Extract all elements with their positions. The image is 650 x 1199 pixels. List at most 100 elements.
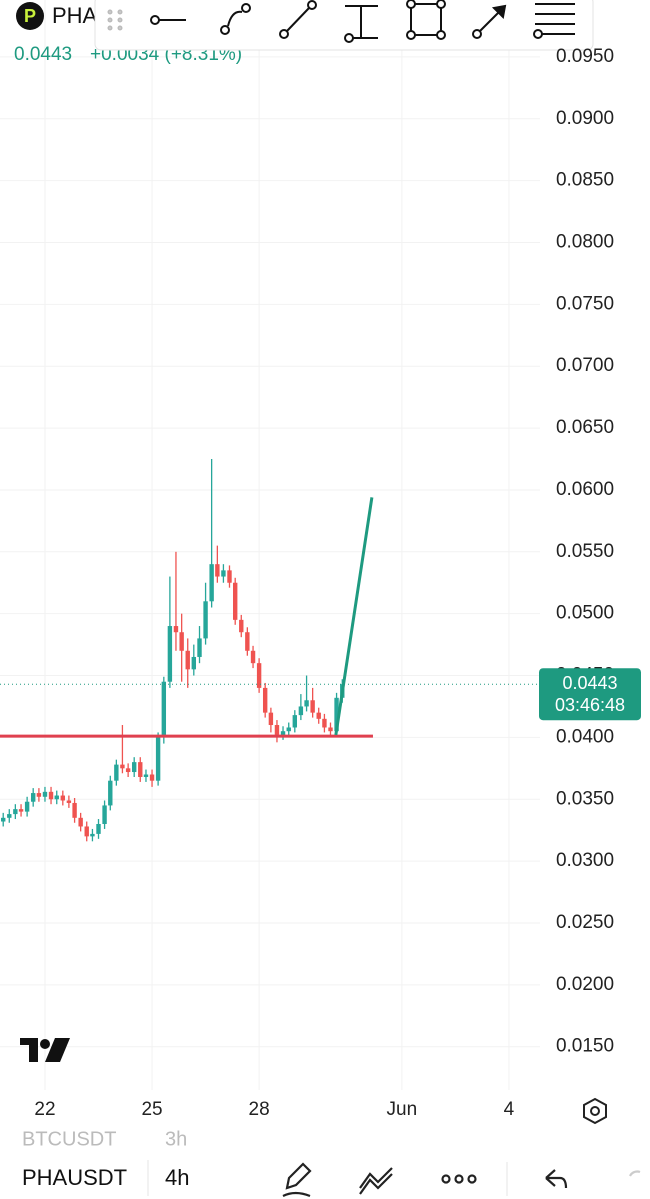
candle-body [280, 731, 286, 735]
candle-body [268, 712, 274, 726]
y-tick-label: 0.0200 [556, 974, 614, 995]
candle-body [334, 697, 339, 732]
candle-body [173, 626, 179, 633]
candle-body [227, 570, 232, 583]
trend-line [334, 497, 374, 736]
candle-body [221, 570, 226, 577]
candle-body [274, 725, 280, 735]
candle-body [1, 817, 6, 822]
candle-body [322, 718, 327, 728]
candle-body [84, 826, 89, 837]
indicators-button[interactable] [359, 1167, 393, 1195]
candle-body [108, 780, 113, 806]
y-tick-label: 0.0500 [556, 603, 614, 624]
candle-body [250, 650, 256, 664]
candle-body [197, 638, 202, 657]
symbol-button[interactable]: PHAUSDT [22, 1165, 127, 1190]
candle-body [304, 700, 309, 707]
tool-range[interactable] [344, 5, 378, 43]
candle-body [30, 793, 36, 802]
candle-body [179, 632, 184, 651]
countdown: 03:46:48 [555, 695, 625, 715]
prev-interval: 3h [165, 1128, 187, 1150]
tool-rect[interactable] [406, 0, 446, 40]
candle-body [286, 727, 291, 732]
candle-body [298, 706, 304, 716]
candle-body [7, 814, 12, 818]
candle-body [60, 795, 66, 801]
candle-body [239, 619, 244, 633]
candle-body [96, 823, 101, 834]
candle-body [155, 737, 161, 781]
candle-body [36, 793, 42, 797]
candle-body [167, 626, 173, 682]
y-tick-label: 0.0700 [556, 355, 614, 376]
price: 0.0443 [14, 44, 72, 65]
tv-logo [20, 1038, 70, 1062]
y-tick-label: 0.0400 [556, 726, 614, 747]
logo [16, 2, 44, 30]
undo-button[interactable] [545, 1169, 568, 1189]
y-tick-label: 0.0950 [556, 46, 614, 67]
x-tick-label: 25 [141, 1099, 162, 1120]
axis-settings[interactable] [583, 1097, 607, 1125]
draw-button[interactable] [282, 1162, 312, 1198]
candle-body [143, 774, 149, 777]
candle-body [203, 601, 208, 639]
candle-body [120, 764, 125, 769]
candle-body [78, 817, 83, 827]
candle-body [24, 801, 30, 812]
interval-button[interactable]: 4h [165, 1165, 189, 1190]
candle-body [131, 762, 137, 773]
tool-path[interactable] [220, 3, 251, 35]
candle-body [191, 656, 197, 670]
x-tick-label: 4 [504, 1099, 515, 1120]
candle-body [233, 582, 238, 620]
candle-body [54, 795, 59, 800]
more-button[interactable] [441, 1174, 477, 1184]
redo-button[interactable] [629, 1170, 641, 1177]
candle-body [66, 800, 72, 803]
candle-body [310, 700, 315, 713]
candle-body [245, 632, 250, 651]
candle-body [72, 802, 77, 818]
last-price-label: 0.0443 [562, 673, 617, 693]
y-tick-label: 0.0600 [556, 479, 614, 500]
candle-body [316, 712, 321, 719]
logo-letter: P [24, 6, 36, 26]
candle-body [292, 715, 298, 728]
y-tick-label: 0.0750 [556, 293, 614, 314]
candle-body [18, 809, 24, 812]
tool-fib[interactable] [533, 3, 575, 39]
candle-body [185, 650, 190, 670]
y-tick-label: 0.0900 [556, 108, 614, 129]
plot [0, 459, 540, 842]
candle-body [161, 681, 167, 738]
candle-body [328, 727, 333, 732]
candle-body [256, 663, 262, 688]
last-price-box [539, 668, 641, 721]
y-tick-label: 0.0550 [556, 541, 614, 562]
prev-symbol: BTCUSDT [22, 1128, 116, 1150]
candle-body [138, 762, 143, 777]
candle-body [262, 687, 268, 713]
y-tick-label: 0.0350 [556, 788, 614, 809]
x-tick-label: 28 [249, 1099, 270, 1120]
candle-body [13, 809, 18, 815]
tool-line[interactable] [150, 15, 186, 25]
y-tick-label: 0.0150 [556, 1036, 614, 1057]
candle-body [48, 791, 54, 800]
y-tick-label: 0.0800 [556, 232, 614, 253]
candle-body [149, 774, 155, 781]
toolbar [94, 0, 594, 51]
tool-arrow[interactable] [472, 4, 507, 39]
candle-body [215, 564, 220, 577]
y-tick-label: 0.0250 [556, 912, 614, 933]
x-tick-label: 22 [34, 1099, 55, 1120]
bottom-bar [0, 1150, 650, 1199]
y-tick-label: 0.0300 [556, 850, 614, 871]
tool-trend[interactable] [279, 0, 317, 39]
candle-body [102, 805, 107, 824]
